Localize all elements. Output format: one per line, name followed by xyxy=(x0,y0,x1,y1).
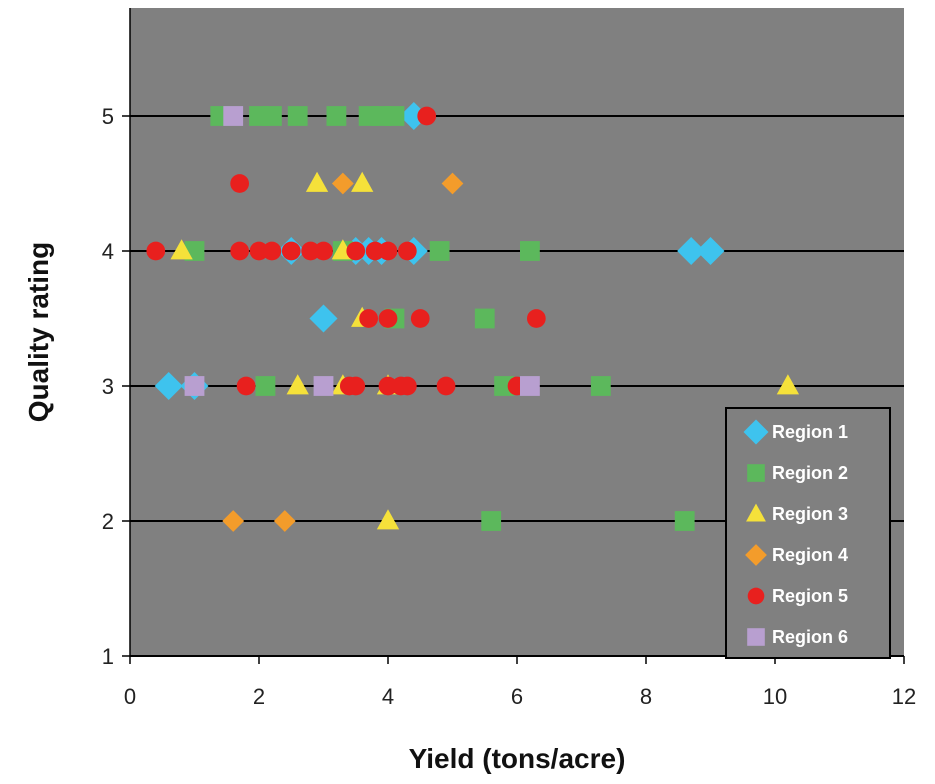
point-region-4-2 xyxy=(222,510,245,532)
point-region-2-17 xyxy=(481,511,502,531)
point-region-2-7 xyxy=(384,106,405,126)
x-tick-label-5: 10 xyxy=(763,684,787,709)
point-region-4-1 xyxy=(441,172,464,195)
point-region-6-3 xyxy=(520,376,540,396)
x-tick-label-1: 2 xyxy=(253,684,265,709)
point-region-2-14 xyxy=(255,376,276,396)
legend-label-region-3: Region 3 xyxy=(772,504,848,524)
y-axis-title: Quality rating xyxy=(23,242,54,422)
point-region-5-15 xyxy=(410,309,430,328)
point-region-5-11 xyxy=(378,241,398,261)
point-region-2-4 xyxy=(326,106,347,126)
point-region-2-13 xyxy=(474,308,495,329)
point-region-2-2 xyxy=(262,106,282,126)
point-region-5-20 xyxy=(378,376,398,396)
legend-marker-region-2 xyxy=(747,464,765,482)
point-region-1-10 xyxy=(309,304,338,333)
x-tick-label-6: 12 xyxy=(892,684,916,709)
point-region-3-9 xyxy=(376,509,400,530)
point-region-5-7 xyxy=(301,241,320,261)
legend-label-region-6: Region 6 xyxy=(772,627,848,647)
point-region-2-10 xyxy=(429,241,450,261)
data-points xyxy=(146,101,800,532)
point-region-5-22 xyxy=(397,376,417,396)
point-region-1-8 xyxy=(677,236,706,266)
x-tick-label-3: 6 xyxy=(511,684,523,709)
point-region-2-18 xyxy=(674,511,695,531)
point-region-5-19 xyxy=(346,376,366,396)
point-region-5-14 xyxy=(378,309,398,328)
point-region-3-2 xyxy=(170,239,193,260)
legend-marker-region-5 xyxy=(747,587,765,605)
legend-marker-region-3 xyxy=(746,503,766,522)
point-region-5-10 xyxy=(365,241,385,261)
x-tick-label-0: 0 xyxy=(124,684,136,709)
x-tick-label-2: 4 xyxy=(382,684,394,709)
point-region-1-0 xyxy=(154,371,183,401)
point-region-5-5 xyxy=(262,241,282,261)
point-region-5-0 xyxy=(417,106,437,126)
point-region-5-1 xyxy=(230,174,250,193)
point-region-1-2 xyxy=(399,101,428,131)
point-region-5-16 xyxy=(526,309,546,328)
legend-marker-region-6 xyxy=(747,628,765,646)
point-region-2-11 xyxy=(520,241,540,261)
legend-label-region-4: Region 4 xyxy=(772,545,848,565)
legend-label-region-1: Region 1 xyxy=(772,422,848,442)
legend-marker-region-4 xyxy=(745,544,767,566)
legend: Region 1 Region 2 Region 3 Region 4 Region 5… xyxy=(725,407,891,659)
legend-label-region-5: Region 5 xyxy=(772,586,848,606)
point-region-1-9 xyxy=(696,236,725,266)
point-region-5-12 xyxy=(397,241,417,261)
series-region-6 xyxy=(184,106,540,396)
point-region-5-2 xyxy=(146,241,166,261)
y-tick-label-3: 4 xyxy=(102,239,114,264)
point-region-3-1 xyxy=(351,171,374,192)
point-region-3-5 xyxy=(286,374,309,395)
series-region-5 xyxy=(146,106,546,396)
y-tick-label-1: 2 xyxy=(102,509,114,534)
point-region-5-4 xyxy=(249,241,269,261)
point-region-6-2 xyxy=(313,376,334,396)
point-region-2-15 xyxy=(494,376,514,396)
point-region-5-13 xyxy=(359,309,379,328)
point-region-5-6 xyxy=(281,241,301,261)
point-region-5-17 xyxy=(236,376,256,396)
y-tick-label-2: 3 xyxy=(102,374,114,399)
point-region-2-16 xyxy=(590,376,611,396)
legend-marker-region-1 xyxy=(743,419,769,445)
series-region-4 xyxy=(222,172,464,532)
point-region-5-9 xyxy=(346,241,366,261)
point-region-4-3 xyxy=(273,510,296,532)
point-region-5-23 xyxy=(436,376,456,396)
legend-label-region-2: Region 2 xyxy=(772,463,848,483)
point-region-6-0 xyxy=(223,106,244,126)
legend-box xyxy=(725,407,891,659)
point-region-5-3 xyxy=(230,241,250,261)
point-region-3-0 xyxy=(305,171,329,192)
y-tick-label-4: 5 xyxy=(102,104,114,129)
point-region-5-8 xyxy=(314,241,333,261)
point-region-4-0 xyxy=(331,172,354,195)
y-tick-label-0: 1 xyxy=(102,644,114,669)
x-axis-title: Yield (tons/acre) xyxy=(409,743,626,774)
point-region-3-8 xyxy=(776,374,800,395)
x-tick-label-4: 8 xyxy=(640,684,652,709)
point-region-6-1 xyxy=(184,376,205,396)
point-region-2-3 xyxy=(287,106,308,126)
